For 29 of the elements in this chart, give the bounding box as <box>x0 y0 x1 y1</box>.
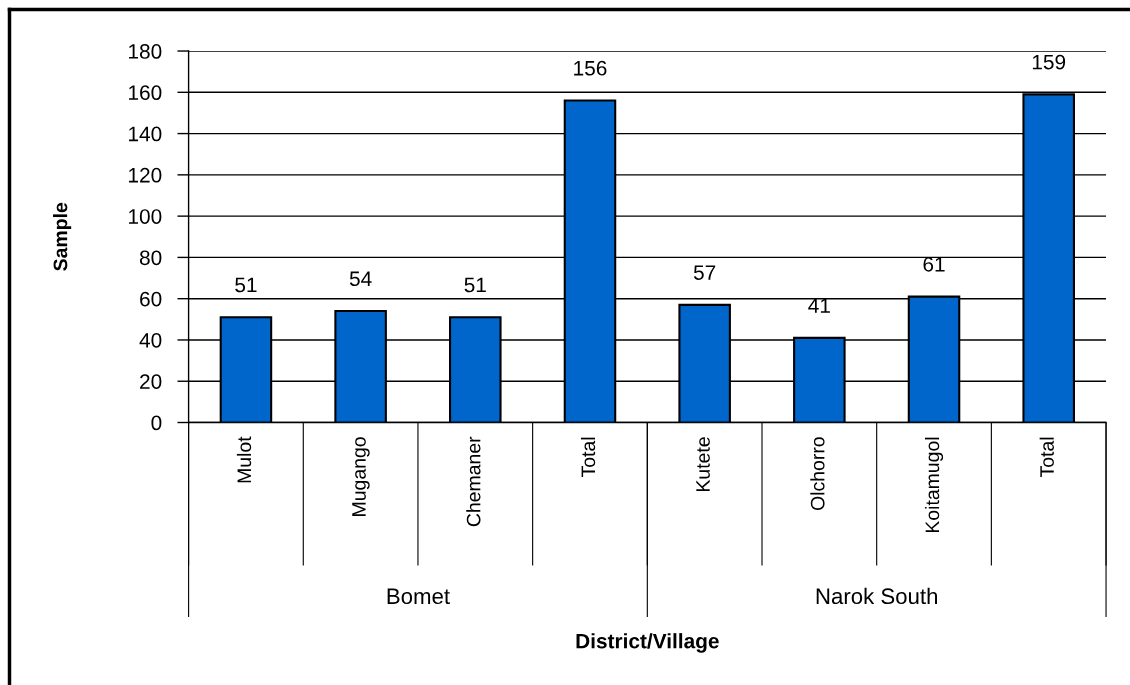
data-label: 57 <box>693 265 716 280</box>
text: Narok South <box>816 587 938 605</box>
data-label: 41 <box>808 298 830 313</box>
y-tick-label: 140 <box>129 126 162 142</box>
y-tick-label: 180 <box>129 44 162 59</box>
y-tick-label: 160 <box>129 85 162 101</box>
data-label: 54 <box>349 271 372 287</box>
y-tick-label: 0 <box>151 415 162 431</box>
y-tick-label: 20 <box>140 374 162 389</box>
y-tick-label: 120 <box>129 167 162 183</box>
y-axis-title: Sample <box>53 202 72 271</box>
data-label: 51 <box>464 277 486 293</box>
text: Bomet <box>387 588 450 605</box>
x-tick-label: Chemaner <box>466 436 481 527</box>
x-tick-label: Mulot <box>236 436 252 483</box>
x-tick-label: Kutete <box>696 437 710 492</box>
x-tick-label: Mugango <box>352 437 370 516</box>
data-label: 159 <box>1032 54 1066 70</box>
x-tick-label: Olchorro <box>810 437 825 511</box>
x-tick-label: Total <box>1039 437 1054 478</box>
y-tick-label: 40 <box>139 332 162 348</box>
x-tick-label: Total <box>580 437 596 478</box>
y-tick-label: 100 <box>129 209 162 224</box>
data-label: 156 <box>574 60 607 76</box>
y-tick-label: 60 <box>140 291 162 307</box>
x-tick-label: Koitamugol <box>924 437 944 533</box>
data-label: 51 <box>235 277 257 293</box>
x-axis-title: District/Village <box>576 633 719 653</box>
y-tick-label: 80 <box>139 250 162 266</box>
